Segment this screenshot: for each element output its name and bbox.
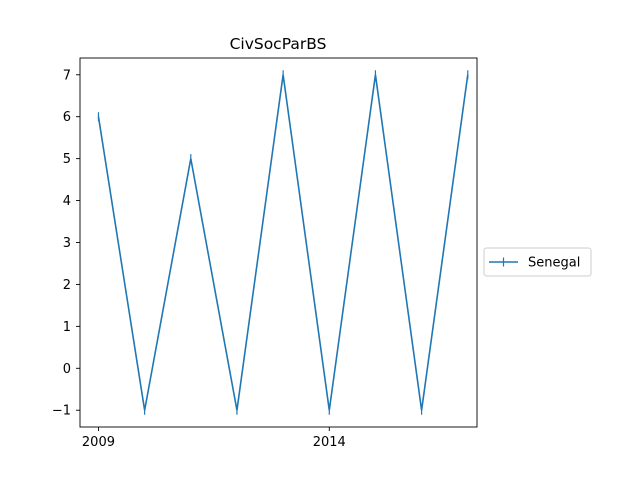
y-tick-label: 3 xyxy=(63,236,71,251)
chart-title: CivSocParBS xyxy=(230,35,327,53)
y-tick-label: 0 xyxy=(63,362,71,377)
legend: Senegal xyxy=(483,247,592,277)
y-tick-label: −1 xyxy=(52,404,71,419)
y-tick-label: 5 xyxy=(63,152,71,167)
y-tick-label: 6 xyxy=(63,110,71,125)
x-tick-label: 2009 xyxy=(82,435,115,450)
legend-box xyxy=(483,247,592,277)
y-tick-label: 1 xyxy=(63,320,71,335)
series-line-0 xyxy=(97,74,469,411)
y-tick-label: 2 xyxy=(63,278,71,293)
x-tick-label: 2014 xyxy=(313,435,346,450)
legend-label-0: Senegal xyxy=(528,256,580,271)
y-tick-label: 7 xyxy=(63,68,71,83)
y-tick-label: 4 xyxy=(63,194,71,209)
plot-area: −1 0 1 2 3 4 5 6 7 2009 2014 xyxy=(52,57,478,450)
